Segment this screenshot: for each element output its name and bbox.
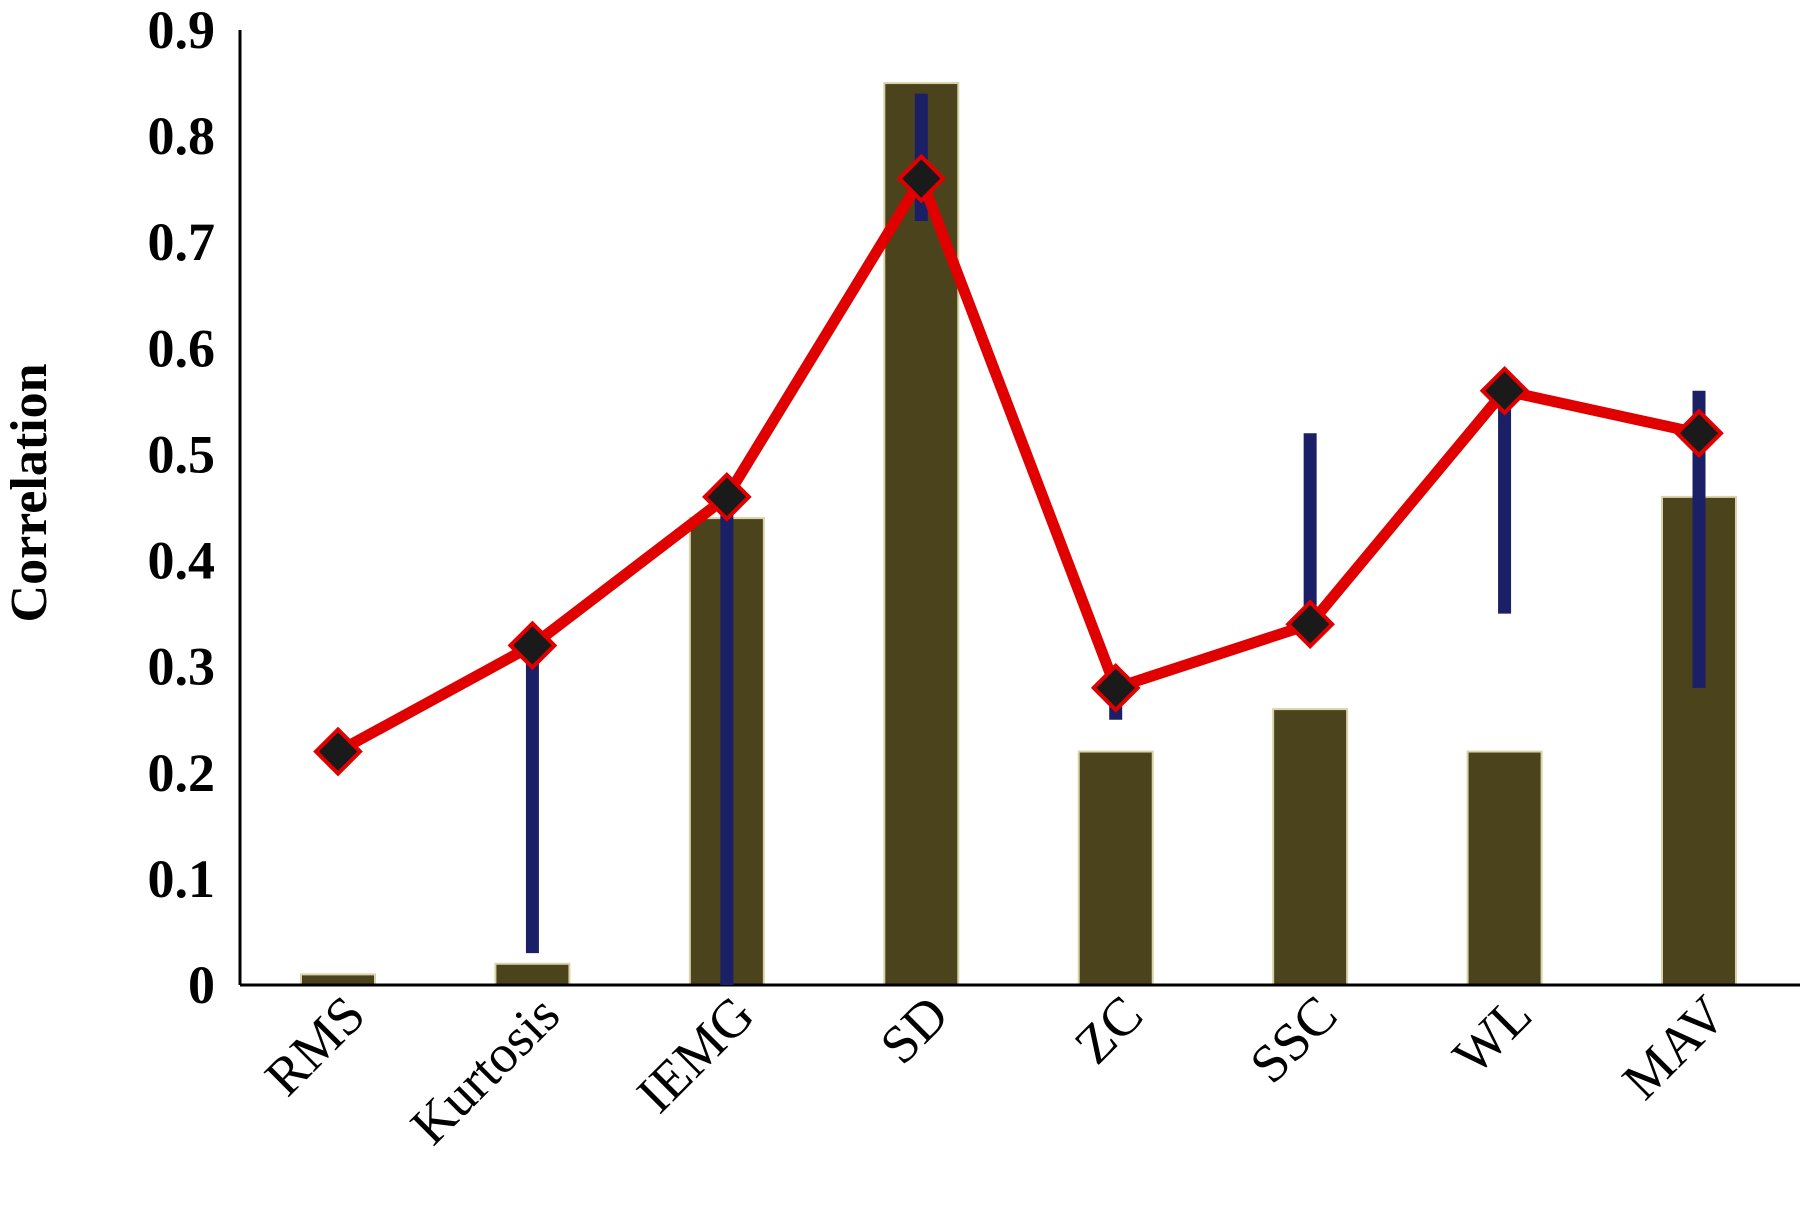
line-series-layer <box>332 173 1705 758</box>
x-tick-label-zc: ZC <box>1063 984 1154 1075</box>
y-tick-labels: 0 0.1 0.2 0.3 0.4 0.5 0.6 0.7 0.8 0.9 <box>148 0 216 1015</box>
bar-zc <box>1077 750 1154 986</box>
y-tick-label: 0.2 <box>148 743 216 803</box>
x-tick-labels: RMS Kurtosis IEMG SD ZC SSC WL MAV <box>253 984 1737 1156</box>
marker-kurtosis <box>507 620 558 671</box>
x-tick-label-kurtosis: Kurtosis <box>399 984 571 1156</box>
y-axis-title-group: Correlation <box>1 363 58 622</box>
x-tick-label-wl: WL <box>1441 984 1543 1086</box>
bar-ssc <box>1272 708 1349 986</box>
x-tick-label-iemg: IEMG <box>625 984 765 1124</box>
marker-wl <box>1479 365 1530 416</box>
y-tick-label: 0 <box>188 955 215 1015</box>
marker-zc <box>1090 663 1141 713</box>
line-series <box>332 173 1705 758</box>
markers-layer <box>313 153 1724 777</box>
marker-sd <box>896 153 947 204</box>
y-tick-label: 0.6 <box>148 318 216 378</box>
x-tick-label-rms: RMS <box>253 984 376 1107</box>
marker-mav <box>1674 408 1724 459</box>
y-axis-title: Correlation <box>1 363 58 622</box>
bar-wl <box>1466 750 1543 986</box>
y-tick-label: 0.1 <box>148 849 216 909</box>
y-tick-label: 0.3 <box>148 637 216 697</box>
marker-ssc <box>1285 599 1335 650</box>
bar-rms <box>300 973 376 987</box>
y-tick-label: 0.9 <box>148 0 216 60</box>
x-tick-label-sd: SD <box>869 984 960 1075</box>
x-tick-label-ssc: SSC <box>1238 984 1348 1094</box>
marker-iemg <box>702 472 752 522</box>
axes-layer <box>238 30 1800 987</box>
bar-kurtosis <box>494 962 571 986</box>
y-tick-label: 0.5 <box>148 424 216 484</box>
y-tick-label: 0.4 <box>148 531 216 591</box>
marker-rms <box>313 726 363 777</box>
bars-layer <box>300 82 1737 987</box>
y-tick-label: 0.8 <box>148 106 216 166</box>
y-tick-label: 0.7 <box>148 212 216 272</box>
x-tick-label-mav: MAV <box>1611 984 1738 1111</box>
